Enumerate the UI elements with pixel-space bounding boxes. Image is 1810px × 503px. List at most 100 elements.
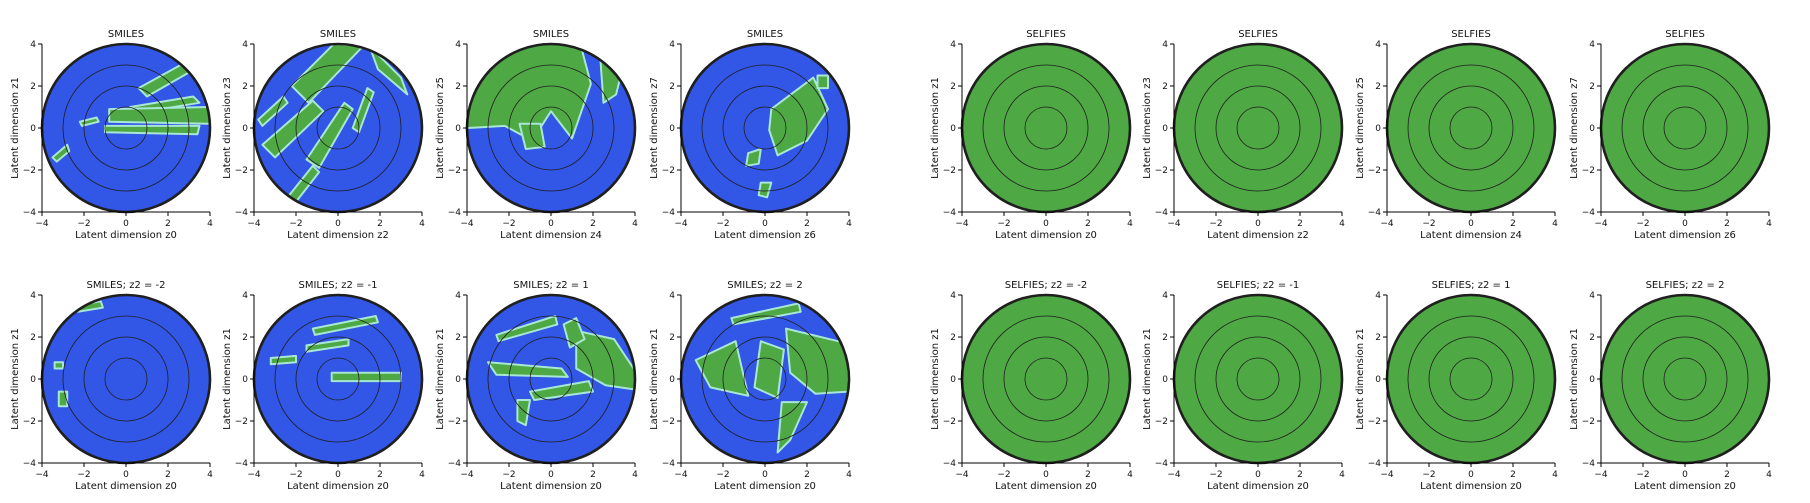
disk-background — [1601, 44, 1769, 212]
x-tick-label: 4 — [632, 219, 638, 229]
y-tick-label: 4 — [950, 291, 956, 301]
x-axis-label: Latent dimension z0 — [1207, 481, 1309, 492]
x-tick-label: −4 — [955, 470, 969, 480]
y-tick-label: 2 — [1162, 82, 1168, 92]
x-tick-label: −2 — [997, 219, 1010, 229]
x-tick-label: 4 — [207, 219, 213, 229]
panel-4: −4 −2 0 2 4 −4 −2 0 2 4 SELFIES Latent dimension z0… — [930, 29, 1133, 241]
valid-region — [776, 401, 808, 454]
valid-region — [694, 340, 750, 397]
valid-region — [575, 329, 634, 391]
radius-ring — [982, 64, 1110, 192]
x-tick-label: 0 — [548, 219, 554, 229]
radius-ring — [1663, 106, 1707, 150]
valid-region — [51, 143, 71, 163]
disk-background — [42, 295, 210, 463]
x-tick-label: −4 — [674, 470, 688, 480]
x-axis-label: Latent dimension z4 — [500, 230, 602, 241]
x-tick-label: −4 — [955, 219, 969, 229]
radius-ring — [982, 315, 1110, 443]
valid-region — [730, 302, 802, 326]
radius-ring — [1024, 357, 1068, 401]
y-tick-label: −2 — [1582, 166, 1595, 176]
y-tick-label: 2 — [950, 333, 956, 343]
y-tick-label: −2 — [943, 417, 956, 427]
x-axis-label: Latent dimension z2 — [1207, 230, 1309, 241]
region-group — [694, 302, 848, 454]
x-tick-label: 2 — [1724, 219, 1730, 229]
y-tick-label: 4 — [669, 291, 675, 301]
x-axis-label: Latent dimension z0 — [500, 481, 602, 492]
x-tick-label: −4 — [1167, 219, 1181, 229]
panel-title: SMILES; z2 = 2 — [727, 280, 802, 291]
radius-ring — [1449, 106, 1493, 150]
x-tick-label: 0 — [762, 219, 768, 229]
y-tick-label: 2 — [455, 82, 461, 92]
valid-region — [261, 99, 325, 159]
radius-ring — [701, 315, 829, 443]
x-tick-label: 2 — [590, 219, 596, 229]
radius-ring — [83, 85, 169, 171]
radius-ring — [1642, 336, 1728, 422]
y-tick-label: −2 — [1155, 166, 1168, 176]
x-tick-label: −4 — [460, 219, 474, 229]
y-tick-label: 2 — [30, 82, 36, 92]
radius-ring — [529, 357, 573, 401]
y-axis-label: Latent dimension z1 — [222, 328, 233, 430]
x-tick-label: 2 — [590, 470, 596, 480]
x-tick-label: 0 — [335, 470, 341, 480]
x-tick-label: 0 — [1682, 219, 1688, 229]
x-tick-label: 2 — [377, 219, 383, 229]
y-tick-label: 0 — [950, 124, 956, 134]
y-tick-label: 0 — [1589, 124, 1595, 134]
panel-15: −4 −2 0 2 4 −4 −2 0 2 4 SELFIES; z2 = 2 Latent dime… — [1569, 280, 1772, 492]
x-axis-label: Latent dimension z4 — [1420, 230, 1522, 241]
y-tick-label: −4 — [448, 208, 462, 218]
radius-ring — [62, 64, 190, 192]
x-tick-label: −2 — [77, 470, 90, 480]
y-tick-label: 0 — [950, 375, 956, 385]
y-tick-label: −4 — [1155, 459, 1169, 469]
x-tick-label: −2 — [1422, 470, 1435, 480]
radius-ring — [295, 336, 381, 422]
y-tick-label: 2 — [1375, 82, 1381, 92]
y-tick-label: 0 — [242, 375, 248, 385]
y-axis-label: Latent dimension z7 — [1569, 77, 1580, 179]
radius-ring — [1621, 64, 1749, 192]
radius-ring — [274, 64, 402, 192]
panel-title: SELFIES; z2 = -2 — [1005, 280, 1087, 291]
x-axis-label: Latent dimension z0 — [75, 230, 177, 241]
y-tick-label: 4 — [242, 291, 248, 301]
y-tick-label: −2 — [1368, 417, 1381, 427]
y-tick-label: 2 — [1162, 333, 1168, 343]
radius-ring — [487, 315, 615, 443]
y-axis-label: Latent dimension z1 — [649, 328, 660, 430]
y-tick-label: −4 — [943, 459, 957, 469]
x-tick-label: −4 — [35, 219, 49, 229]
x-tick-label: 4 — [419, 470, 425, 480]
region-group — [257, 45, 409, 211]
panel-6: −4 −2 0 2 4 −4 −2 0 2 4 SELFIES Latent dimension z4… — [1355, 29, 1558, 241]
radius-ring — [743, 357, 787, 401]
valid-region — [753, 340, 785, 399]
y-axis-label: Latent dimension z3 — [222, 77, 233, 179]
disk-background — [1601, 295, 1769, 463]
y-axis-label: Latent dimension z1 — [435, 328, 446, 430]
x-axis-label: Latent dimension z0 — [75, 481, 177, 492]
panel-title: SELFIES — [1026, 29, 1066, 40]
y-tick-label: 4 — [1162, 291, 1168, 301]
y-tick-label: −2 — [662, 166, 675, 176]
radius-ring — [508, 336, 594, 422]
valid-region — [768, 76, 829, 157]
panel-title: SELFIES — [1238, 29, 1278, 40]
panel-title: SELFIES; z2 = -1 — [1217, 280, 1299, 291]
panel-0: −4 −2 0 2 4 −4 −2 0 2 4 SMILES Latent dimension z0 L… — [10, 29, 213, 241]
y-tick-label: −4 — [1582, 459, 1596, 469]
y-tick-label: −2 — [235, 417, 248, 427]
panel-2: −4 −2 0 2 4 −4 −2 0 2 4 SMILES Latent dimension z4 L… — [435, 29, 638, 241]
y-tick-label: 4 — [1589, 40, 1595, 50]
valid-region — [305, 338, 350, 353]
panel-1: −4 −2 0 2 4 −4 −2 0 2 4 SMILES Latent dimension z2 L… — [222, 29, 425, 241]
panel-title: SELFIES — [1451, 29, 1491, 40]
y-tick-label: 0 — [1162, 375, 1168, 385]
